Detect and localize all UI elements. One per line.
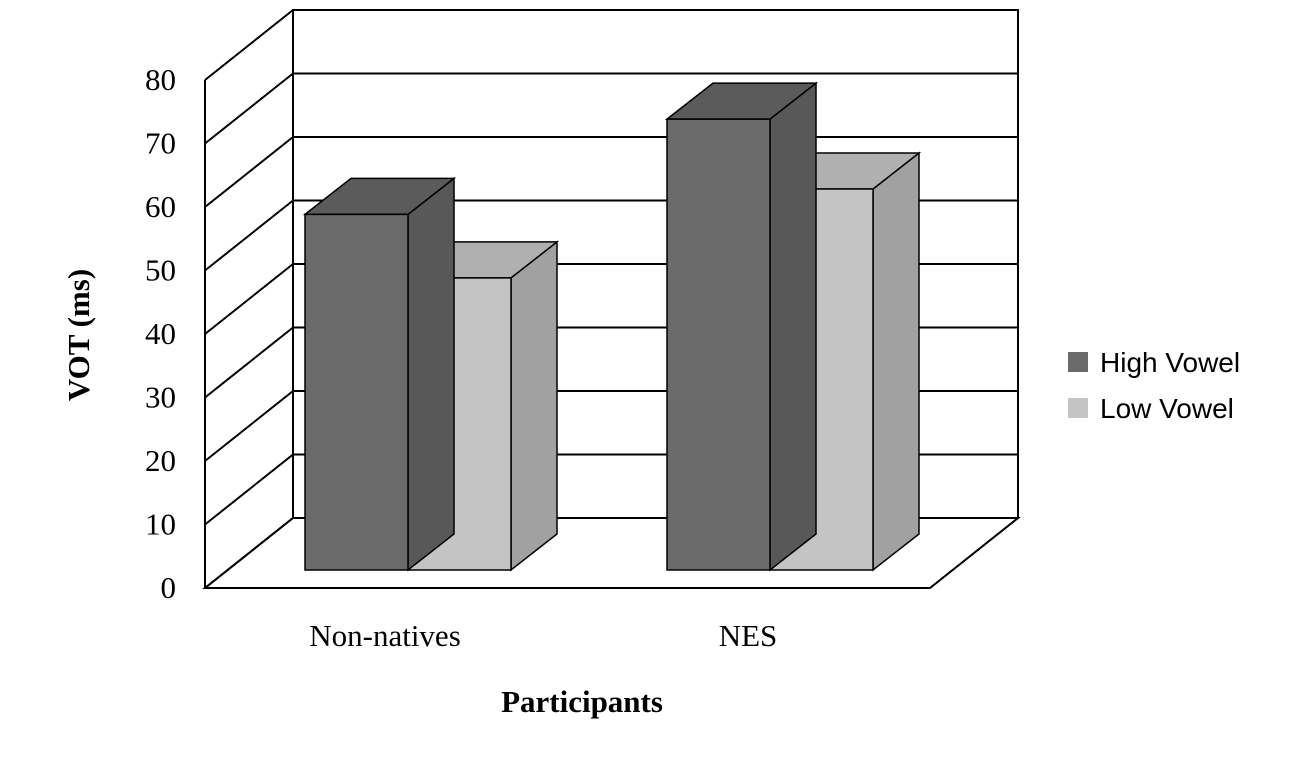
y-tick-label: 30 <box>145 380 176 415</box>
gridline-side <box>204 199 294 272</box>
x-tick-labels: Non-natives NES <box>309 618 777 653</box>
y-tick-label: 0 <box>161 570 177 605</box>
y-tick-label: 70 <box>145 126 176 161</box>
y-tick-label: 10 <box>145 507 176 542</box>
gridline-side <box>204 326 294 399</box>
gridline-side <box>204 72 294 145</box>
gridline-side <box>204 9 294 81</box>
bar-front-face <box>666 118 771 571</box>
x-tick-label: NES <box>719 618 778 653</box>
y-axis-title: VOT (ms) <box>61 269 96 401</box>
y-tick-label: 20 <box>145 443 176 478</box>
bars <box>302 81 922 572</box>
bar-side-face <box>407 176 455 572</box>
bar-high-vowel-nes <box>664 81 819 572</box>
y-tick-label: 60 <box>145 189 176 224</box>
gridline-side <box>204 263 294 335</box>
legend-label: High Vowel <box>1100 347 1240 378</box>
y-tick-label: 40 <box>145 316 176 351</box>
legend-label: Low Vowel <box>1100 393 1234 424</box>
gridline-side <box>204 136 294 208</box>
bar-high-vowel-non-natives <box>302 176 457 572</box>
bar-side-face <box>510 240 558 572</box>
legend: High Vowel Low Vowel <box>1068 347 1240 424</box>
gridline-side <box>204 517 294 589</box>
x-tick-label: Non-natives <box>309 618 461 653</box>
bar-side-face <box>769 81 817 572</box>
gridline-side <box>204 390 294 462</box>
legend-swatch <box>1068 352 1088 372</box>
bar-side-face <box>872 151 920 572</box>
x-axis-title: Participants <box>501 684 663 719</box>
y-tick-label: 80 <box>145 62 176 97</box>
y-tick-labels: 0 10 20 30 40 50 60 70 80 <box>145 62 176 605</box>
bar-low-vowel-nes <box>767 151 922 572</box>
gridline-side <box>204 453 294 526</box>
legend-swatch <box>1068 398 1088 418</box>
y-tick-label: 50 <box>145 253 176 288</box>
bar-front-face <box>304 213 409 571</box>
